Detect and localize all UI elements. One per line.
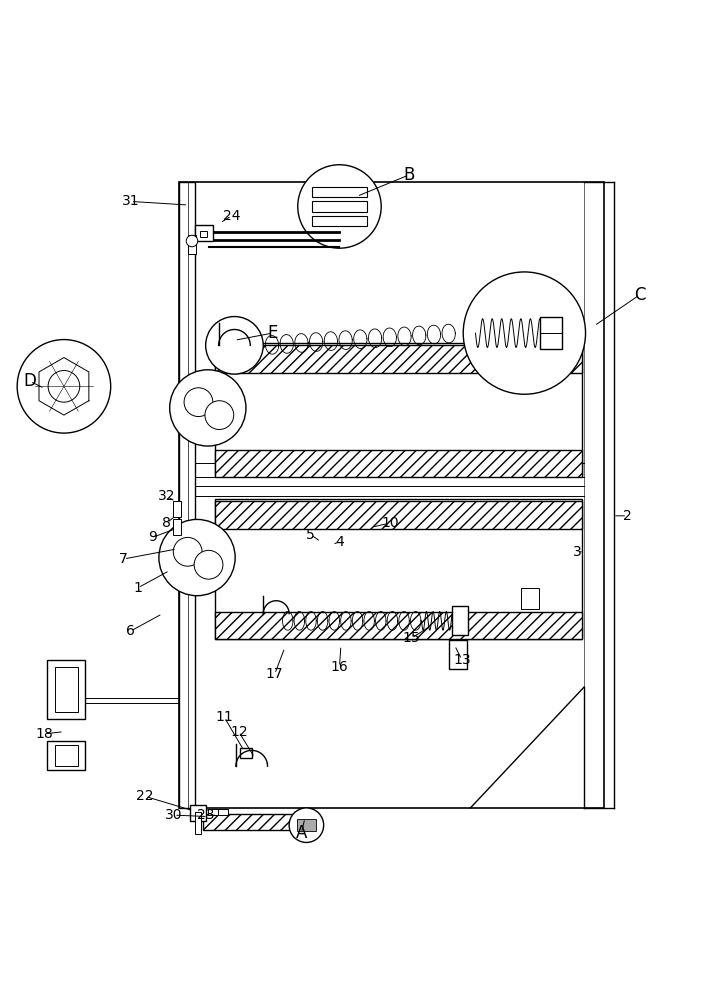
Bar	[173, 501, 181, 517]
Bar	[46, 358, 80, 399]
Text: 7: 7	[120, 552, 128, 566]
Bar	[47, 741, 85, 770]
Bar	[449, 640, 467, 669]
Bar	[312, 201, 367, 212]
Bar	[195, 812, 202, 834]
Text: B: B	[404, 166, 415, 184]
Circle shape	[205, 401, 233, 429]
Circle shape	[17, 340, 111, 433]
Bar	[540, 317, 562, 349]
Text: 6: 6	[126, 624, 136, 638]
Text: 5: 5	[307, 528, 315, 542]
Text: E: E	[268, 324, 278, 342]
Circle shape	[206, 317, 263, 374]
Bar	[312, 187, 367, 197]
Text: 2: 2	[623, 509, 631, 523]
Circle shape	[194, 550, 223, 579]
Text: 8: 8	[162, 516, 171, 530]
Bar	[240, 748, 252, 758]
Bar	[215, 343, 582, 476]
Text: C: C	[634, 286, 645, 304]
Text: 16: 16	[331, 660, 348, 674]
Bar	[215, 501, 582, 529]
Bar	[188, 235, 196, 254]
Bar	[215, 345, 582, 373]
Text: 3: 3	[573, 545, 581, 559]
Text: 4: 4	[335, 535, 344, 549]
Bar	[203, 814, 298, 830]
Bar	[215, 450, 582, 477]
Text: A: A	[296, 824, 307, 842]
Text: 23: 23	[197, 808, 215, 822]
Bar	[312, 216, 367, 226]
Bar	[208, 809, 218, 815]
Bar	[190, 805, 206, 821]
Circle shape	[289, 808, 323, 842]
Bar	[200, 231, 207, 237]
Text: 32: 32	[158, 489, 175, 503]
Bar	[54, 667, 78, 712]
Bar	[54, 745, 78, 766]
Text: 11: 11	[215, 710, 233, 724]
Text: 15: 15	[402, 631, 420, 645]
Text: 24: 24	[223, 209, 240, 223]
Bar	[452, 606, 468, 635]
Text: 30: 30	[165, 808, 183, 822]
Bar	[179, 182, 195, 808]
Circle shape	[186, 235, 198, 247]
Text: 31: 31	[122, 194, 140, 208]
Bar	[297, 819, 315, 831]
Circle shape	[173, 537, 202, 566]
Circle shape	[184, 388, 213, 417]
Circle shape	[48, 370, 80, 402]
Text: 18: 18	[36, 727, 54, 741]
Text: 10: 10	[381, 516, 399, 530]
Bar	[215, 612, 582, 639]
Bar	[195, 225, 213, 241]
Text: 1: 1	[133, 581, 143, 595]
Circle shape	[463, 272, 586, 394]
Circle shape	[298, 165, 381, 248]
Bar	[179, 182, 603, 808]
Text: D: D	[24, 372, 36, 390]
Text: 12: 12	[230, 725, 247, 739]
Text: 13: 13	[453, 653, 471, 667]
Circle shape	[159, 519, 235, 596]
Bar	[521, 588, 539, 609]
Text: 9: 9	[148, 530, 157, 544]
Bar	[218, 809, 228, 815]
Bar	[47, 660, 85, 719]
Bar	[173, 519, 181, 535]
Text: 22: 22	[136, 789, 154, 803]
Bar	[215, 499, 582, 639]
Text: 17: 17	[266, 667, 283, 681]
Circle shape	[170, 370, 246, 446]
